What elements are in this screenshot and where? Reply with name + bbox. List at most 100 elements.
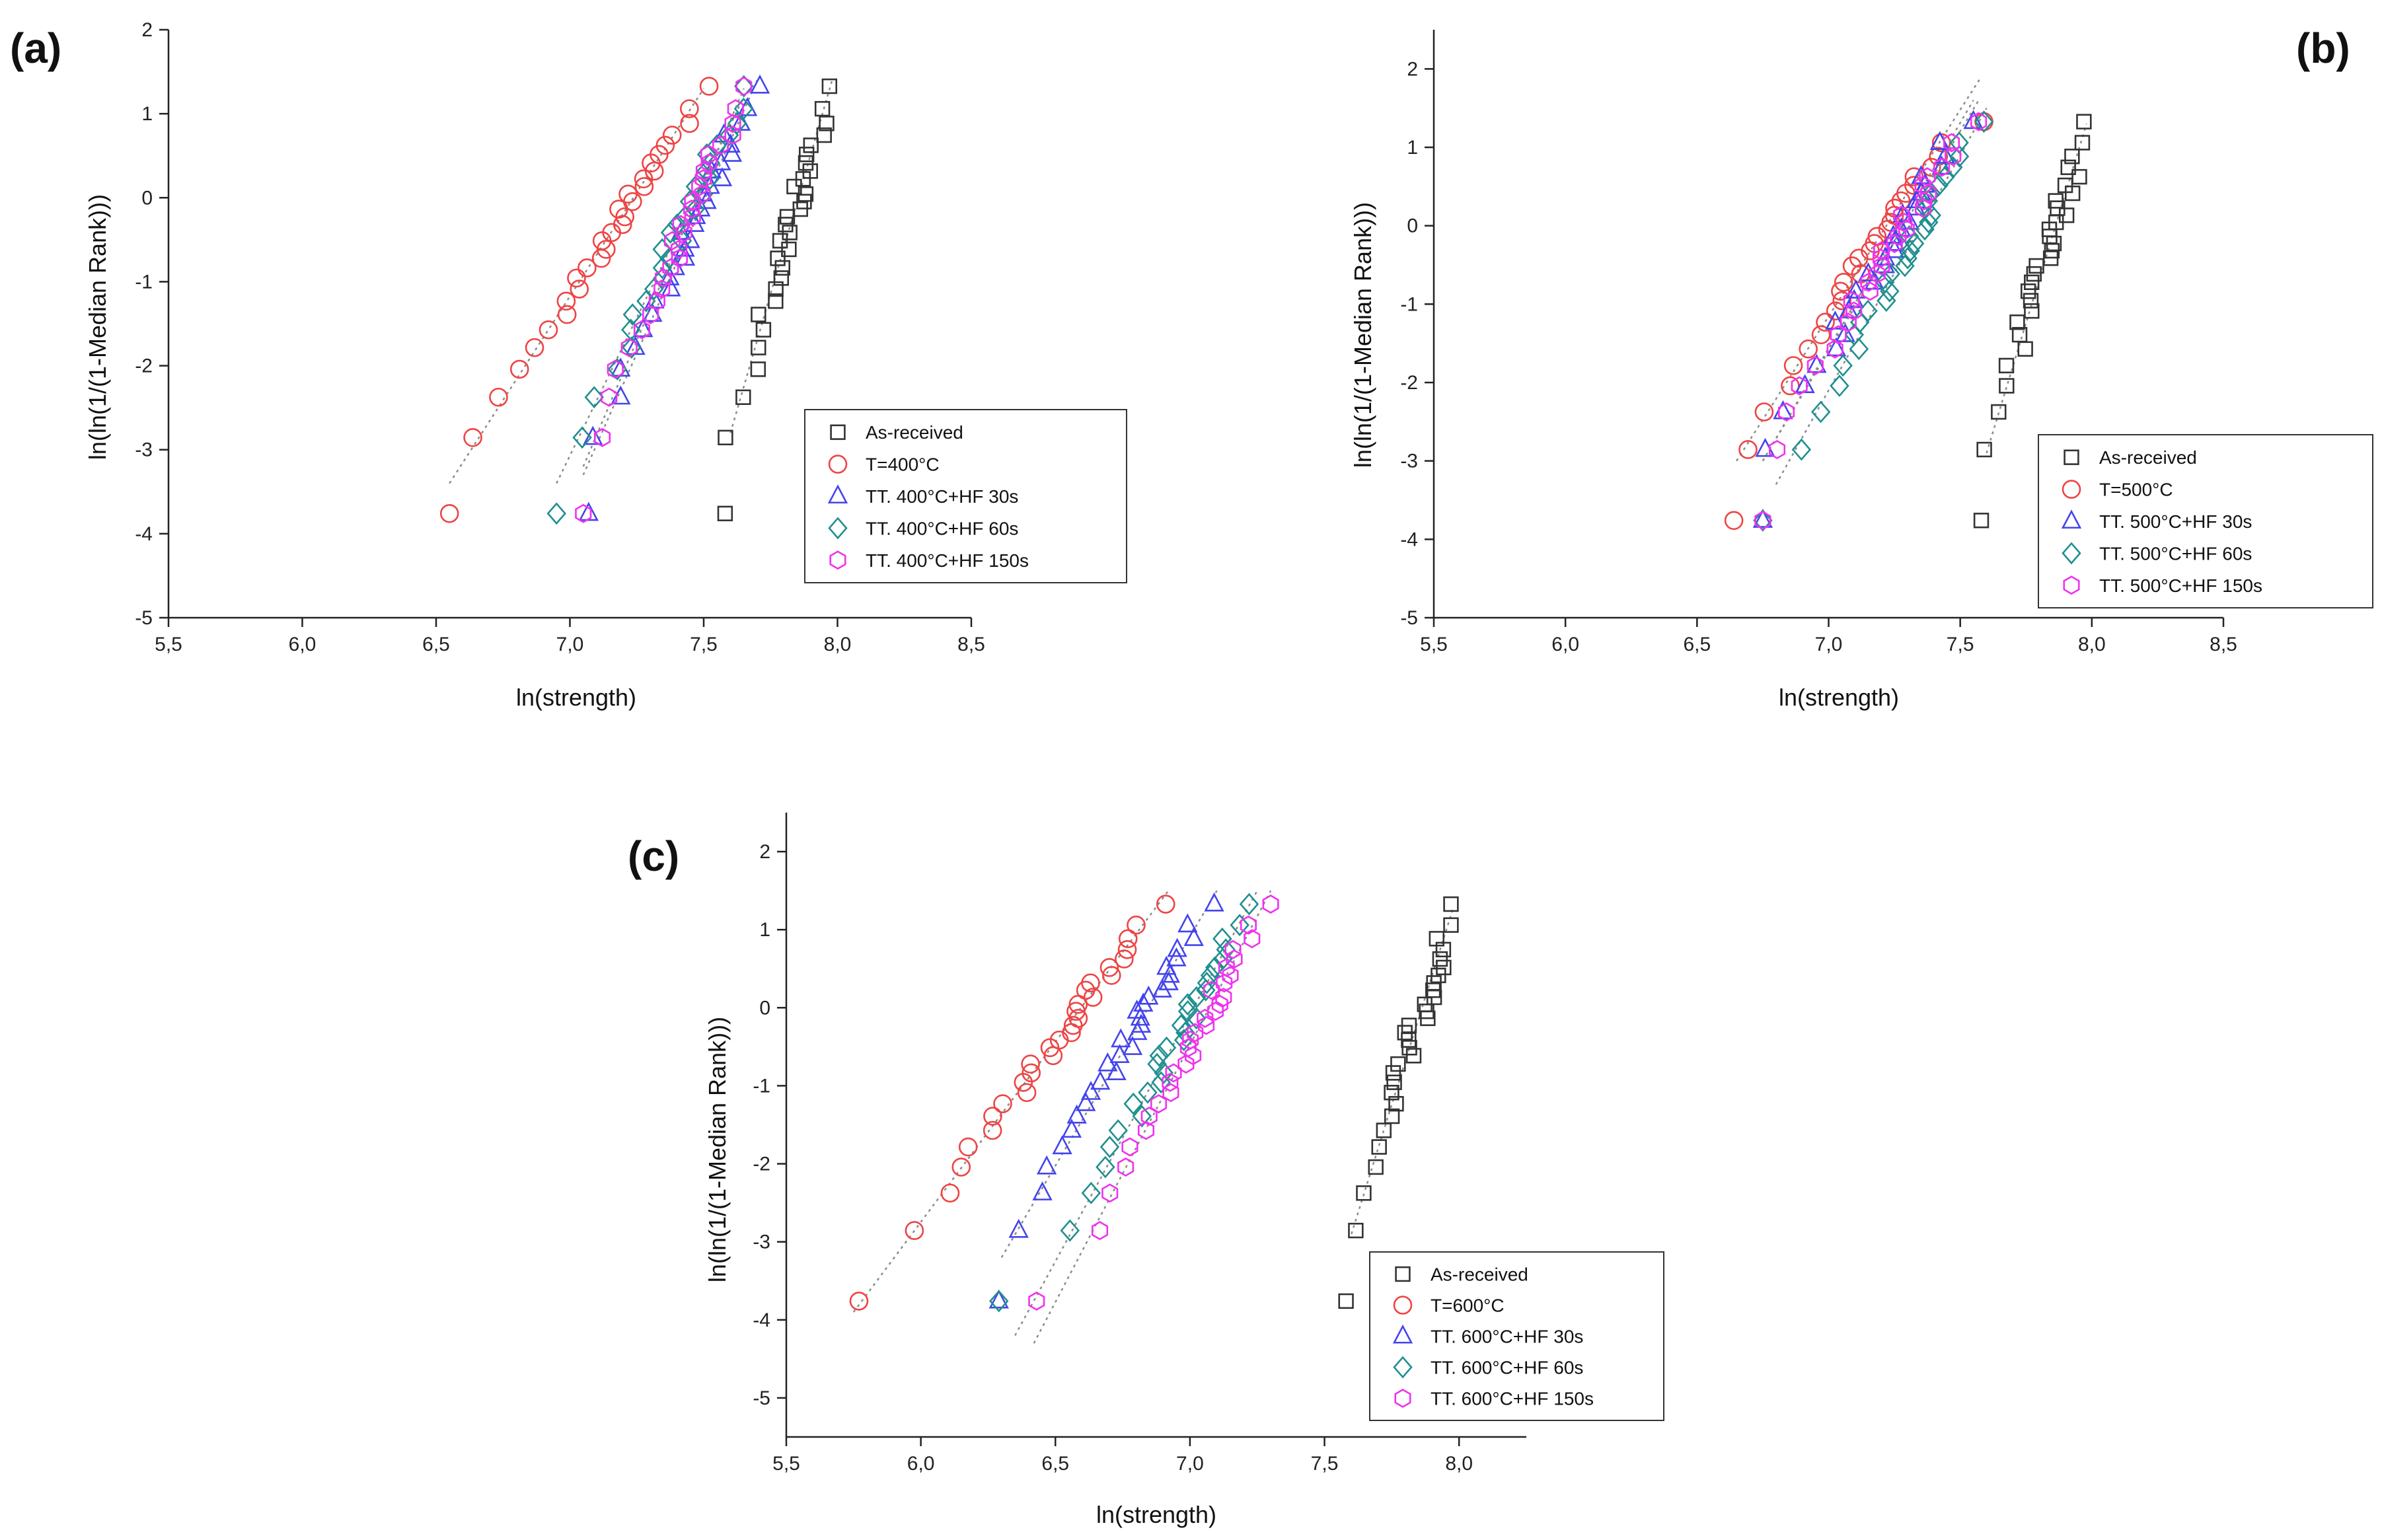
data-point (1348, 1222, 1364, 1239)
data-point (1036, 1155, 1057, 1175)
data-point (1898, 246, 1917, 270)
x-tick-label: 6,0 (289, 634, 316, 655)
data-point (989, 1290, 1009, 1313)
data-point (1179, 1038, 1197, 1058)
fit-line (1033, 890, 1272, 1344)
x-tick-label: 8,5 (957, 634, 985, 655)
data-point (1795, 374, 1815, 394)
data-point (1974, 110, 1994, 133)
data-point (1443, 896, 1459, 912)
data-point (768, 281, 784, 297)
data-point (1108, 1119, 1128, 1142)
data-point (557, 305, 577, 324)
data-point (1970, 112, 1988, 131)
y-axis-title: ln(ln(1/(1-Median Rank))) (704, 1017, 731, 1282)
data-point (1893, 205, 1910, 225)
data-point (782, 225, 798, 240)
y-axis-title: ln(ln(1/(1-Median Rank))) (1349, 202, 1376, 468)
data-point (1976, 441, 1992, 458)
data-point (1080, 1081, 1101, 1100)
data-point (1111, 1028, 1131, 1048)
data-point (1090, 1070, 1111, 1090)
data-point (1921, 203, 1941, 227)
data-point (1388, 1095, 1404, 1112)
data-point (2011, 326, 2028, 343)
data-point (733, 97, 754, 120)
data-point (1436, 959, 1452, 976)
data-point (750, 361, 766, 377)
y-tick-label: -3 (135, 439, 153, 461)
data-point (1991, 404, 2007, 420)
data-point (798, 155, 814, 171)
data-point (1175, 1021, 1195, 1044)
legend-label: TT. 400°C+HF 150s (866, 550, 1029, 571)
data-point (1152, 978, 1172, 998)
data-point (772, 233, 788, 249)
data-point (650, 145, 669, 165)
y-tick-label: -5 (753, 1387, 770, 1409)
data-point (1061, 1118, 1082, 1138)
legend-marker (2062, 542, 2081, 565)
data-point (1083, 988, 1103, 1007)
data-point (849, 1292, 869, 1311)
data-point (1777, 402, 1795, 422)
data-point (652, 256, 673, 279)
data-point (1156, 895, 1175, 914)
data-point (655, 135, 675, 155)
legend-label: T=400°C (866, 455, 940, 475)
data-point (653, 279, 671, 299)
data-point (1880, 279, 1900, 303)
data-point (691, 176, 708, 196)
data-point (1895, 254, 1915, 277)
legend-marker (1392, 1324, 1413, 1344)
data-point (1914, 176, 1931, 196)
y-tick-label: -2 (753, 1154, 770, 1175)
data-point (1240, 915, 1257, 935)
data-point (1833, 354, 1853, 377)
legend-marker (1393, 1296, 1413, 1315)
data-point (816, 127, 832, 143)
data-point (685, 198, 705, 221)
data-point (1811, 325, 1831, 344)
data-point (1860, 272, 1877, 292)
data-point (1832, 291, 1852, 311)
fit-line (449, 88, 705, 484)
data-point (1008, 1218, 1029, 1238)
legend-marker (2062, 480, 2081, 499)
data-point (993, 1094, 1012, 1113)
data-point (489, 387, 508, 407)
data-point (642, 305, 659, 324)
data-point (1099, 958, 1119, 977)
data-point (439, 503, 459, 523)
data-point (1886, 234, 1903, 254)
data-point (1384, 1085, 1399, 1101)
data-point (1216, 973, 1233, 993)
data-point (1239, 893, 1259, 916)
data-point (662, 126, 682, 145)
data-point (618, 184, 638, 204)
y-tick-label: 1 (1407, 137, 1418, 159)
chart-panel-2: (b) 5,5 6,0 6,5 7,0 7,5 8,0 8,5 -5 -4 -3 -2 -1 0 1 2 ln(… (1349, 24, 2373, 711)
y-tick-label: 0 (1407, 215, 1418, 237)
data-point (2048, 193, 2064, 209)
data-point (1182, 1030, 1199, 1050)
data-point (1898, 219, 1915, 239)
data-point (1052, 1135, 1072, 1155)
data-point (1830, 325, 1847, 345)
data-point (694, 184, 711, 204)
data-point (1244, 929, 1261, 949)
data-point (1262, 895, 1279, 914)
data-point (463, 428, 482, 447)
data-point (1845, 279, 1866, 299)
legend-marker (2063, 575, 2080, 595)
data-point (1385, 1065, 1401, 1081)
data-point (1156, 1036, 1177, 1059)
data-point (1218, 957, 1235, 977)
data-point (1028, 1291, 1045, 1311)
legend-marker (2061, 509, 2082, 529)
x-tick-label: 8,5 (2210, 634, 2237, 655)
legend-marker (1394, 1388, 1411, 1409)
data-point (539, 320, 558, 340)
data-point (1973, 513, 1990, 529)
data-point (597, 240, 616, 259)
